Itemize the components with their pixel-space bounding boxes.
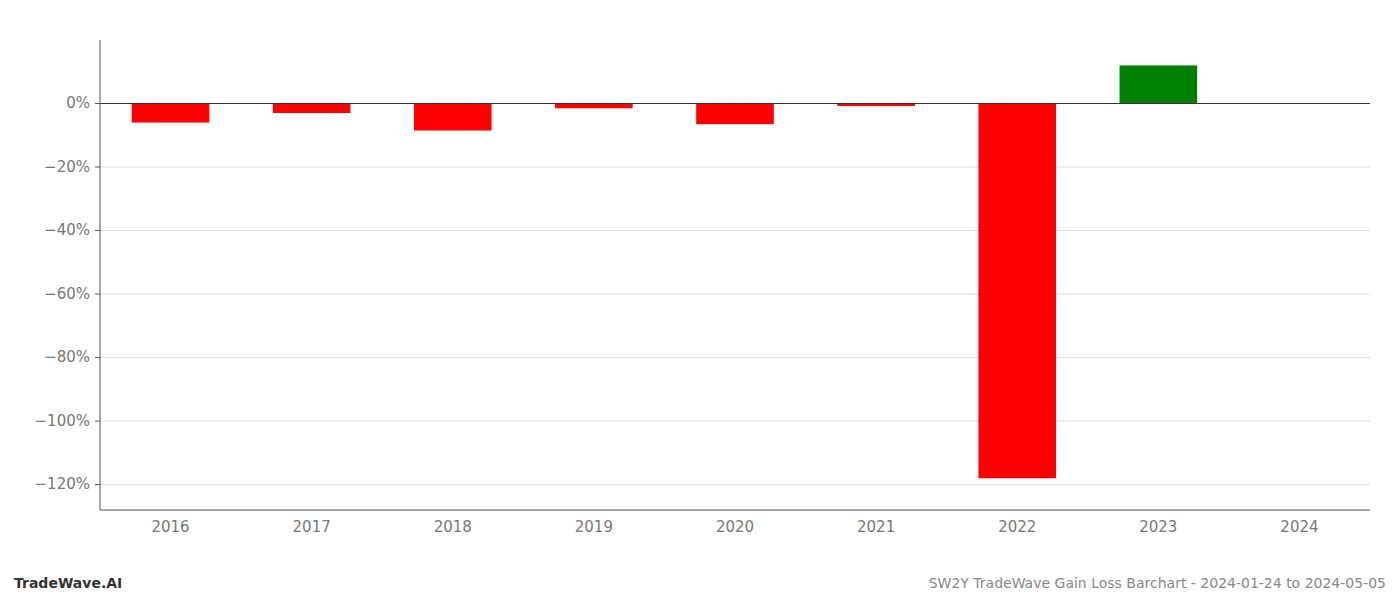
annotation: TradeWave.AI — [14, 575, 122, 591]
title: SW2Y TradeWave Gain Loss Barchart - 2024… — [929, 575, 1386, 591]
y-axis: 0% −20% −40% −60% −80% −100% −120% — [35, 94, 100, 493]
tick-mark — [95, 103, 100, 104]
grid-line — [100, 421, 1370, 422]
tick-label: 2022 — [998, 518, 1036, 536]
tick-label: 0% — [66, 94, 90, 112]
tick-label: −100% — [35, 412, 90, 430]
tick-label: 2016 — [151, 518, 189, 536]
grid-line — [100, 167, 1370, 168]
tick-label: 2023 — [1139, 518, 1177, 536]
tick-mark — [95, 421, 100, 422]
grid-line — [100, 484, 1370, 485]
tick-label: 2018 — [434, 518, 472, 536]
tick-label: 2024 — [1280, 518, 1318, 536]
tick-label: −80% — [44, 348, 90, 366]
tick-label: 2017 — [293, 518, 331, 536]
bar — [273, 104, 351, 114]
x-axis-line — [100, 510, 1370, 511]
bar — [555, 104, 633, 109]
x-axis: 2016 2017 2018 2019 2020 2021 2022 2023 2024 — [151, 518, 1318, 536]
bar — [414, 104, 492, 131]
bar — [1120, 65, 1198, 103]
tick-mark — [95, 167, 100, 168]
grid-line — [100, 294, 1370, 295]
tick-label: −120% — [35, 475, 90, 493]
grid — [100, 104, 1370, 485]
chart-container: 0% −20% −40% −60% −80% −100% −120% 2016 2017 2018… — [0, 0, 1400, 600]
tick-label: 2019 — [575, 518, 613, 536]
bar — [696, 104, 774, 125]
bar — [132, 104, 210, 123]
grid-line — [100, 103, 1370, 104]
tick-label: −60% — [44, 285, 90, 303]
grid-line — [100, 230, 1370, 231]
tick-mark — [95, 294, 100, 295]
tick-mark — [95, 484, 100, 485]
tick-mark — [95, 230, 100, 231]
grid-line — [100, 357, 1370, 358]
tick-label: 2020 — [716, 518, 754, 536]
y-axis-line — [100, 40, 101, 510]
tick-label: −40% — [44, 221, 90, 239]
zero-line — [100, 103, 1370, 104]
tick-label: −20% — [44, 158, 90, 176]
bars — [132, 65, 1197, 478]
chart: 0% −20% −40% −60% −80% −100% −120% 2016 2017 2018… — [0, 0, 1400, 600]
bar — [978, 104, 1056, 479]
tick-label: 2021 — [857, 518, 895, 536]
tick-mark — [95, 357, 100, 358]
